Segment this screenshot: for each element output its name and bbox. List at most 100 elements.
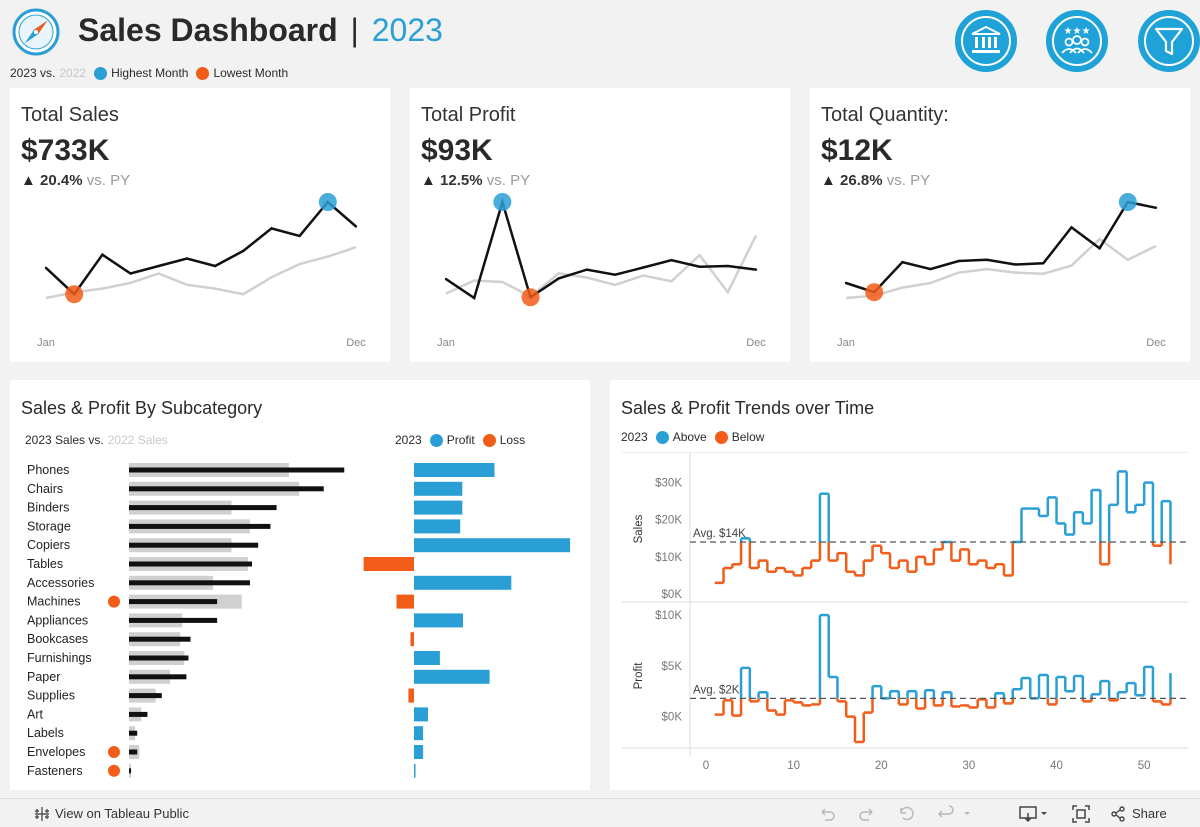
redo-icon[interactable] bbox=[858, 805, 876, 823]
profit-bar bbox=[414, 538, 571, 553]
x-axis-end-label: Dec bbox=[346, 337, 366, 349]
download-icon[interactable] bbox=[1018, 805, 1052, 823]
subcategory-label: Furnishings bbox=[27, 651, 92, 665]
current-year-line bbox=[45, 200, 357, 297]
compass-logo-icon bbox=[12, 8, 60, 56]
data-point bbox=[929, 267, 932, 271]
legend-previous-year: 2022 bbox=[59, 66, 87, 80]
y-tick-label: $10K bbox=[655, 552, 682, 564]
profit-bar bbox=[414, 575, 512, 590]
flag-marker bbox=[108, 764, 120, 777]
filter-toggle-button[interactable] bbox=[1138, 10, 1200, 72]
trends-panel: Sales & Profit Trends over Time 2023 Abo… bbox=[610, 380, 1200, 790]
y-axis-title: Sales bbox=[633, 514, 645, 543]
kpi-delta-value: 12.5% bbox=[440, 172, 483, 189]
sales-2023-bar bbox=[129, 636, 191, 642]
data-point bbox=[726, 264, 730, 268]
title-separator: | bbox=[350, 12, 359, 48]
trends-title: Sales & Profit Trends over Time bbox=[621, 398, 875, 418]
previous-year-line bbox=[445, 234, 758, 298]
data-point bbox=[472, 296, 476, 300]
subcategory-label: Labels bbox=[27, 726, 64, 740]
subcategory-label: Fasteners bbox=[27, 764, 83, 778]
subcategory-label: Chairs bbox=[27, 482, 63, 496]
data-point bbox=[354, 225, 358, 228]
loss-bar bbox=[410, 632, 414, 647]
kpi-delta: ▲ 20.4% vs. PY bbox=[21, 172, 131, 189]
undo-icon[interactable] bbox=[818, 805, 836, 823]
below-marker-icon bbox=[714, 430, 728, 444]
highest-month-marker bbox=[318, 193, 337, 211]
title-text: Sales Dashboard bbox=[78, 12, 338, 48]
header-legend: 2023 vs. 2022 Highest Month Lowest Month bbox=[10, 66, 288, 80]
x-tick-label: 30 bbox=[963, 760, 976, 772]
sales-2023-bar bbox=[129, 730, 138, 736]
sales-legend-previous: 2022 Sales bbox=[107, 433, 168, 447]
x-tick-label: 0 bbox=[703, 760, 709, 772]
data-point bbox=[957, 259, 960, 263]
kpi-delta-value: 20.4% bbox=[40, 172, 83, 189]
kpi-delta: ▲ 26.8% vs. PY bbox=[821, 172, 931, 189]
dashboard-header: Sales Dashboard | 2023 2023 vs. 2022 Hig… bbox=[0, 0, 1200, 88]
data-point bbox=[642, 266, 645, 269]
subcategory-label: Envelopes bbox=[27, 745, 85, 759]
kpi-value: $733K bbox=[21, 134, 110, 167]
profit-legend-profit: Profit bbox=[446, 433, 475, 447]
fullscreen-icon[interactable] bbox=[1072, 805, 1090, 823]
highest-month-marker bbox=[1118, 193, 1137, 211]
title-year: 2023 bbox=[371, 12, 443, 48]
subcategory-label: Accessories bbox=[27, 576, 94, 590]
subcategory-label: Bookcases bbox=[27, 632, 88, 646]
share-button[interactable]: Share bbox=[1132, 806, 1167, 821]
share-icon bbox=[1111, 806, 1125, 822]
sales-2023-bar bbox=[129, 693, 162, 699]
highest-month-marker-icon bbox=[94, 66, 108, 80]
kpi-title: Total Sales bbox=[21, 104, 119, 126]
lowest-month-marker bbox=[865, 283, 884, 302]
subcategory-label: Storage bbox=[27, 519, 71, 533]
kpi-delta-label: vs. PY bbox=[86, 172, 131, 189]
subcategory-label: Art bbox=[27, 707, 44, 721]
above-marker-icon bbox=[655, 430, 669, 444]
y-tick-label: $20K bbox=[655, 515, 682, 527]
view-on-tableau-link[interactable]: View on Tableau Public bbox=[55, 806, 189, 821]
subcategory-label: Supplies bbox=[27, 689, 75, 703]
data-point bbox=[185, 257, 189, 260]
tableau-footer: View on Tableau Public Share bbox=[0, 798, 1200, 827]
lowest-month-marker bbox=[65, 285, 84, 304]
data-point bbox=[844, 281, 848, 285]
profit-bar bbox=[414, 669, 490, 684]
quantity-sparkline-chart[interactable]: Jan Dec bbox=[810, 188, 1190, 362]
loss-bar bbox=[363, 557, 414, 571]
customers-nav-button[interactable]: ★★★ bbox=[1046, 10, 1108, 72]
loss-bar bbox=[396, 594, 414, 609]
highest-month-marker bbox=[493, 193, 512, 211]
profit-bar bbox=[414, 613, 463, 628]
overview-nav-button[interactable] bbox=[955, 10, 1017, 72]
data-point bbox=[698, 265, 701, 268]
average-label: Avg. $2K bbox=[693, 684, 740, 696]
subcategory-bar-chart[interactable]: Phones Chairs Binders Storage Copiers Tables A… bbox=[10, 455, 590, 785]
trends-legend-below: Below bbox=[731, 430, 765, 444]
sales-2023-bar bbox=[129, 467, 345, 473]
sales-sparkline-chart[interactable]: Jan Dec bbox=[10, 188, 390, 362]
data-point bbox=[44, 266, 48, 270]
profit-legend: 2023 Profit Loss bbox=[395, 433, 525, 447]
data-point bbox=[1013, 263, 1017, 266]
sales-2023-bar bbox=[129, 599, 218, 605]
svg-text:★★★: ★★★ bbox=[1064, 26, 1091, 37]
data-point bbox=[613, 273, 617, 276]
pause-updates-icon[interactable] bbox=[936, 805, 970, 823]
legend-current-year: 2023 vs. bbox=[10, 66, 56, 80]
x-tick-label: 20 bbox=[875, 760, 888, 772]
data-point bbox=[754, 268, 758, 271]
revert-icon[interactable] bbox=[898, 805, 916, 823]
sales-2023-bar bbox=[129, 768, 132, 774]
previous-year-line bbox=[845, 237, 1157, 300]
tableau-logo-icon bbox=[35, 807, 49, 821]
profit-sparkline-chart[interactable]: Jan Dec bbox=[410, 188, 790, 362]
data-point bbox=[157, 264, 160, 268]
subcategory-label: Machines bbox=[27, 595, 81, 609]
trends-step-chart[interactable]: $0K $10K $20K $30K Sales Avg. $14K $0K $5K $10K P… bbox=[610, 452, 1200, 788]
data-point bbox=[901, 260, 904, 264]
